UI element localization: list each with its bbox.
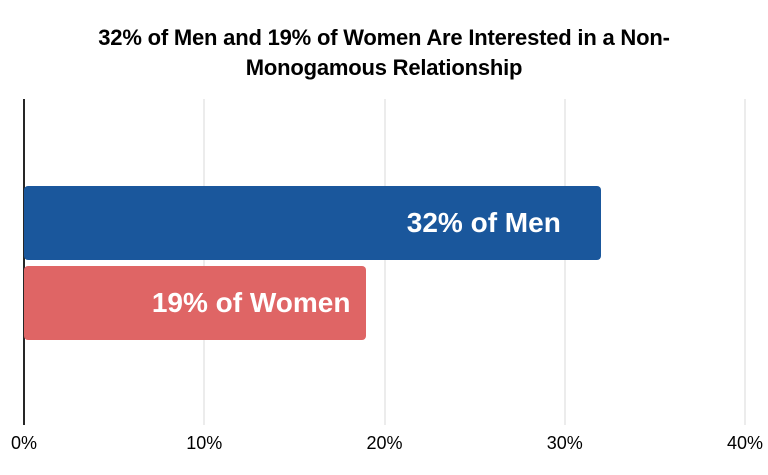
gridline: [203, 99, 205, 425]
bar-label-men: 32% of Men: [406, 207, 561, 238]
gridline: [744, 99, 746, 425]
gridline: [384, 99, 385, 425]
gridline: [564, 99, 566, 425]
chart-title-line-1: 32% of Men and 19% of Women Are Interest…: [98, 25, 670, 50]
x-tick-label: 0%: [10, 433, 38, 453]
bar-label-women: 19% of Women: [151, 287, 351, 318]
plot-area: 32% of Men 19% of Women: [23, 99, 746, 425]
x-tick-label: 30%: [546, 433, 583, 453]
x-tick-label: 20%: [366, 433, 403, 453]
x-tick-label: 40%: [726, 433, 764, 453]
y-axis-line: [23, 99, 25, 425]
x-tick-label: 10%: [186, 433, 223, 453]
bar-women: 19% of Women: [24, 266, 367, 340]
x-axis-tick-labels: 0% 10% 20% 30% 40%: [11, 433, 763, 455]
chart-title: 32% of Men and 19% of Women Are Interest…: [0, 23, 768, 83]
chart-title-line-2: Monogamous Relationship: [245, 55, 523, 80]
bar-men: 32% of Men: [24, 186, 601, 260]
